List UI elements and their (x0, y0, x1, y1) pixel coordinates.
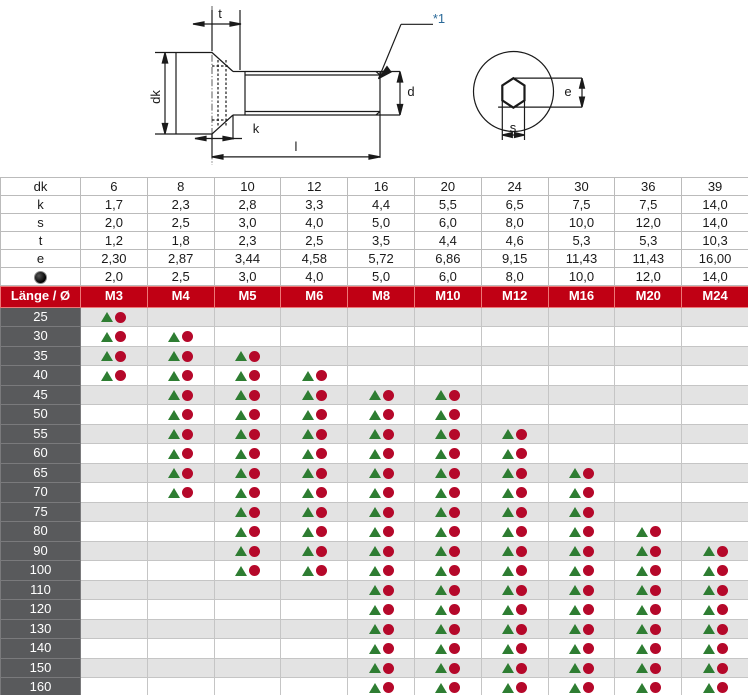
svg-text:e: e (564, 84, 571, 99)
svg-text:*1: *1 (433, 11, 445, 26)
svg-text:s: s (510, 120, 517, 135)
svg-text:d: d (407, 84, 414, 99)
svg-text:l: l (295, 139, 298, 154)
svg-text:t: t (218, 6, 222, 21)
svg-text:dk: dk (148, 90, 163, 104)
svg-text:k: k (253, 121, 260, 136)
